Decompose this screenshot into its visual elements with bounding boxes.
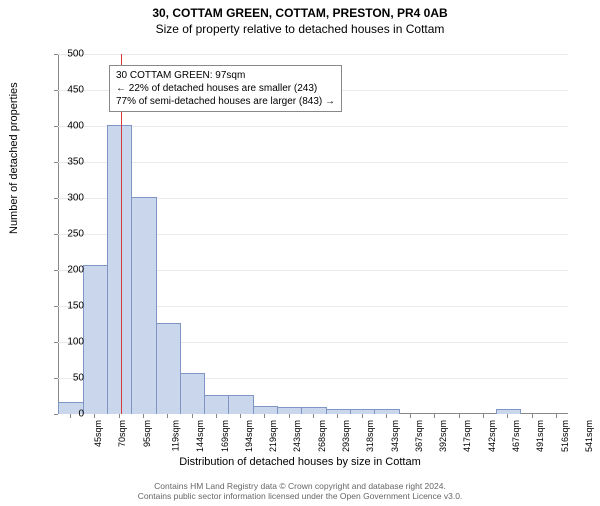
x-tick-label: 392sqm [438,420,448,452]
x-tick-label: 318sqm [365,420,375,452]
histogram-bar [496,409,521,414]
x-tick-label: 467sqm [511,420,521,452]
gridline [58,54,568,55]
y-tick-label: 500 [54,49,84,60]
x-tick-label: 541sqm [584,420,594,452]
x-tick-mark [337,414,338,418]
x-tick-label: 268sqm [317,420,327,452]
histogram-bar [277,407,302,414]
histogram-bar [204,395,229,414]
x-tick-label: 491sqm [535,420,545,452]
x-tick-mark [532,414,533,418]
x-tick-mark [434,414,435,418]
x-tick-label: 144sqm [195,420,205,452]
y-tick-label: 250 [54,229,84,240]
x-tick-mark [289,414,290,418]
x-tick-label: 293sqm [341,420,351,452]
y-tick-label: 400 [54,121,84,132]
gridline [58,126,568,127]
x-tick-label: 243sqm [292,420,302,452]
x-tick-mark [483,414,484,418]
x-tick-mark [192,414,193,418]
x-tick-label: 194sqm [244,420,254,452]
histogram-bar [180,373,205,414]
chart-title-sub: Size of property relative to detached ho… [0,22,600,36]
x-tick-label: 219sqm [268,420,278,452]
x-axis-label: Distribution of detached houses by size … [0,456,600,468]
histogram-bar [374,409,399,414]
footer-line-2: Contains public sector information licen… [0,491,600,502]
x-tick-label: 119sqm [170,420,180,451]
annotation-line: 77% of semi-detached houses are larger (… [116,95,335,108]
annotation-line: ← 22% of detached houses are smaller (24… [116,82,335,95]
y-tick-label: 200 [54,265,84,276]
histogram-bar [83,265,108,414]
x-tick-label: 417sqm [462,420,472,452]
histogram-bar [107,125,132,414]
x-tick-mark [240,414,241,418]
x-tick-mark [556,414,557,418]
histogram-bar [228,395,253,414]
x-tick-label: 343sqm [390,420,400,452]
y-tick-label: 350 [54,157,84,168]
x-tick-label: 442sqm [487,420,497,452]
histogram-bar [350,409,375,414]
histogram-bar [326,409,351,414]
histogram-bar [131,197,156,414]
y-tick-label: 150 [54,301,84,312]
y-tick-label: 300 [54,193,84,204]
x-tick-mark [459,414,460,418]
y-tick-label: 50 [54,373,84,384]
x-tick-label: 367sqm [414,420,424,452]
x-tick-mark [362,414,363,418]
footer-line-1: Contains HM Land Registry data © Crown c… [0,481,600,492]
chart-plot-area: 30 COTTAM GREEN: 97sqm← 22% of detached … [58,54,568,414]
x-tick-mark [216,414,217,418]
annotation-line: 30 COTTAM GREEN: 97sqm [116,69,335,82]
y-tick-label: 450 [54,85,84,96]
y-axis-label: Number of detached properties [8,82,20,234]
x-tick-mark [507,414,508,418]
x-tick-mark [386,414,387,418]
x-tick-label: 70sqm [117,420,127,447]
x-tick-mark [313,414,314,418]
x-tick-label: 95sqm [142,420,152,447]
y-tick-label: 0 [54,409,84,420]
x-tick-mark [264,414,265,418]
x-tick-mark [410,414,411,418]
histogram-bar [301,407,326,414]
histogram-bar [253,406,278,414]
x-tick-label: 169sqm [220,420,230,452]
histogram-bar [156,323,181,414]
x-tick-mark [143,414,144,418]
annotation-box: 30 COTTAM GREEN: 97sqm← 22% of detached … [109,65,342,112]
x-tick-label: 516sqm [560,420,570,452]
y-tick-label: 100 [54,337,84,348]
gridline [58,162,568,163]
chart-title-main: 30, COTTAM GREEN, COTTAM, PRESTON, PR4 0… [0,6,600,20]
x-tick-mark [94,414,95,418]
footer-attribution: Contains HM Land Registry data © Crown c… [0,481,600,502]
x-tick-mark [119,414,120,418]
x-tick-label: 45sqm [93,420,103,447]
x-tick-mark [167,414,168,418]
